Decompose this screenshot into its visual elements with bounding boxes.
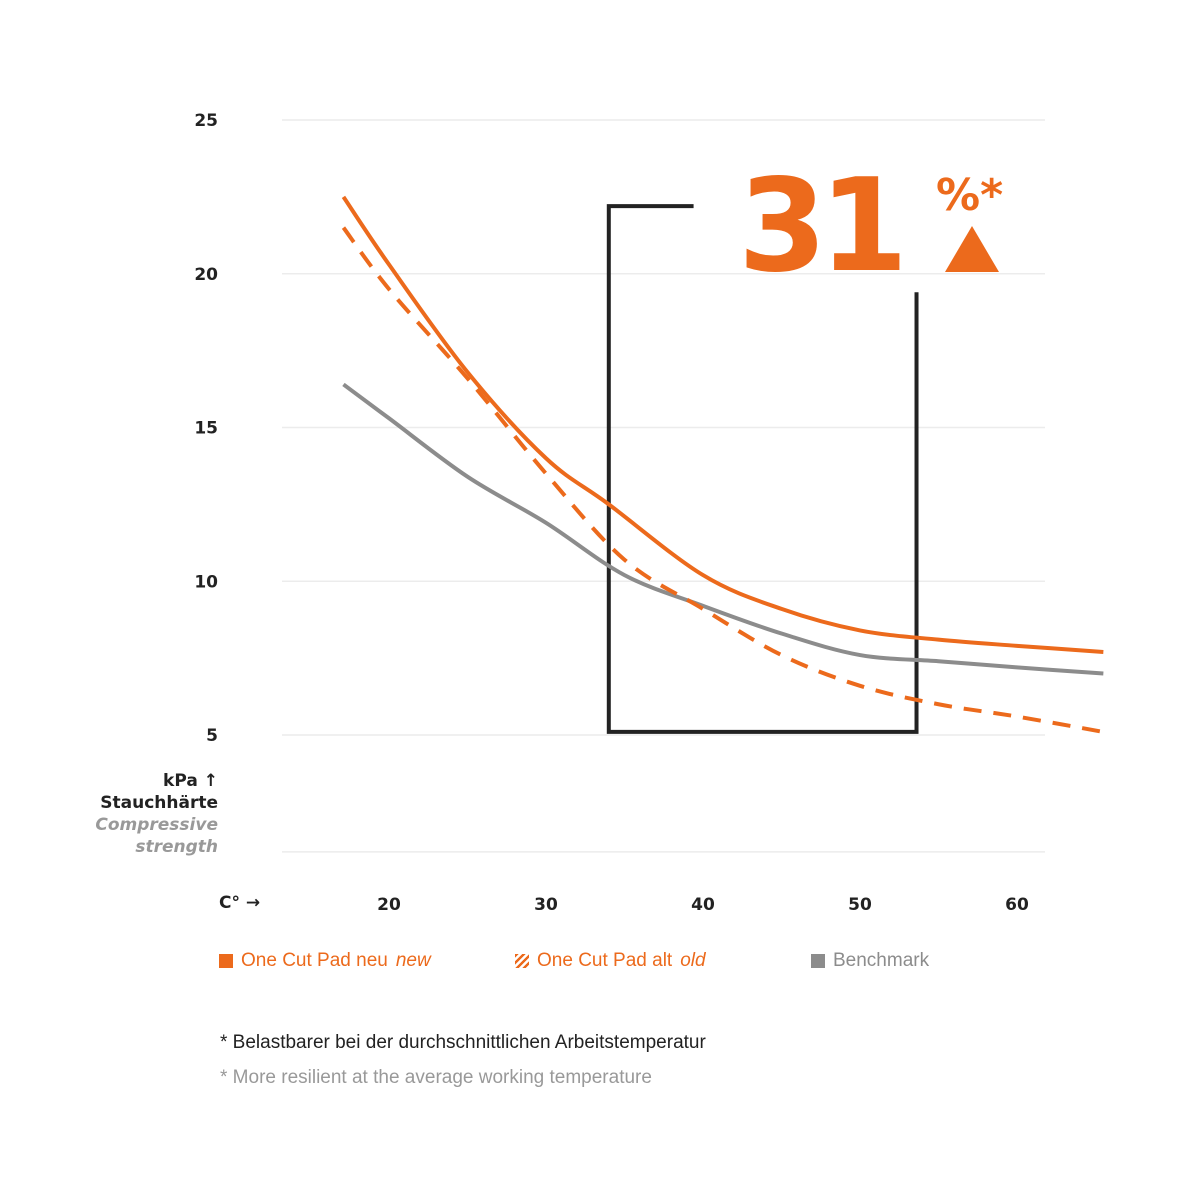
footnote-de: * Belastbarer bei der durchschnittlichen…	[220, 1032, 706, 1053]
y-tick-label: 15	[194, 419, 218, 439]
legend-item-benchmark: Benchmark	[811, 950, 929, 972]
x-axis-label: C° →	[219, 893, 261, 913]
series-line-benchmark	[342, 382, 1104, 676]
y-tick-label: 25	[194, 111, 218, 131]
series-line-new	[341, 195, 1104, 654]
annotation-unit: %*	[936, 170, 1003, 221]
legend-item-new: One Cut Pad neu new	[219, 950, 431, 972]
legend-item-old: One Cut Pad alt old	[515, 950, 706, 972]
legend-label: One Cut Pad alt	[537, 950, 673, 971]
x-tick-label: 40	[691, 895, 715, 915]
legend-label: One Cut Pad neu	[241, 950, 388, 971]
x-tick-label: 60	[1005, 895, 1029, 915]
legend-swatch-grey	[811, 954, 825, 968]
legend-swatch-hatched	[515, 954, 529, 968]
x-tick-label: 30	[534, 895, 558, 915]
series-line-old	[341, 226, 1104, 734]
legend-swatch-solid	[219, 954, 233, 968]
annotation-value: 31	[738, 152, 900, 301]
legend-label: Benchmark	[833, 950, 930, 971]
y-tick-label: 20	[194, 265, 218, 285]
triangle-up-icon	[945, 226, 999, 272]
y-axis-label-de: Stauchhärte	[100, 793, 218, 813]
y-axis-label-en: Compressive strength	[95, 815, 218, 857]
range-bracket	[606, 204, 919, 734]
x-tick-label: 20	[377, 895, 401, 915]
footnote-en: * More resilient at the average working …	[220, 1067, 652, 1088]
y-tick-label: 5	[206, 726, 218, 746]
legend-label-en: old	[680, 950, 706, 971]
x-tick-label: 50	[848, 895, 872, 915]
y-tick-label: 10	[194, 572, 218, 592]
legend-label-en: new	[395, 950, 431, 971]
y-axis-unit: kPa ↑	[163, 771, 218, 791]
